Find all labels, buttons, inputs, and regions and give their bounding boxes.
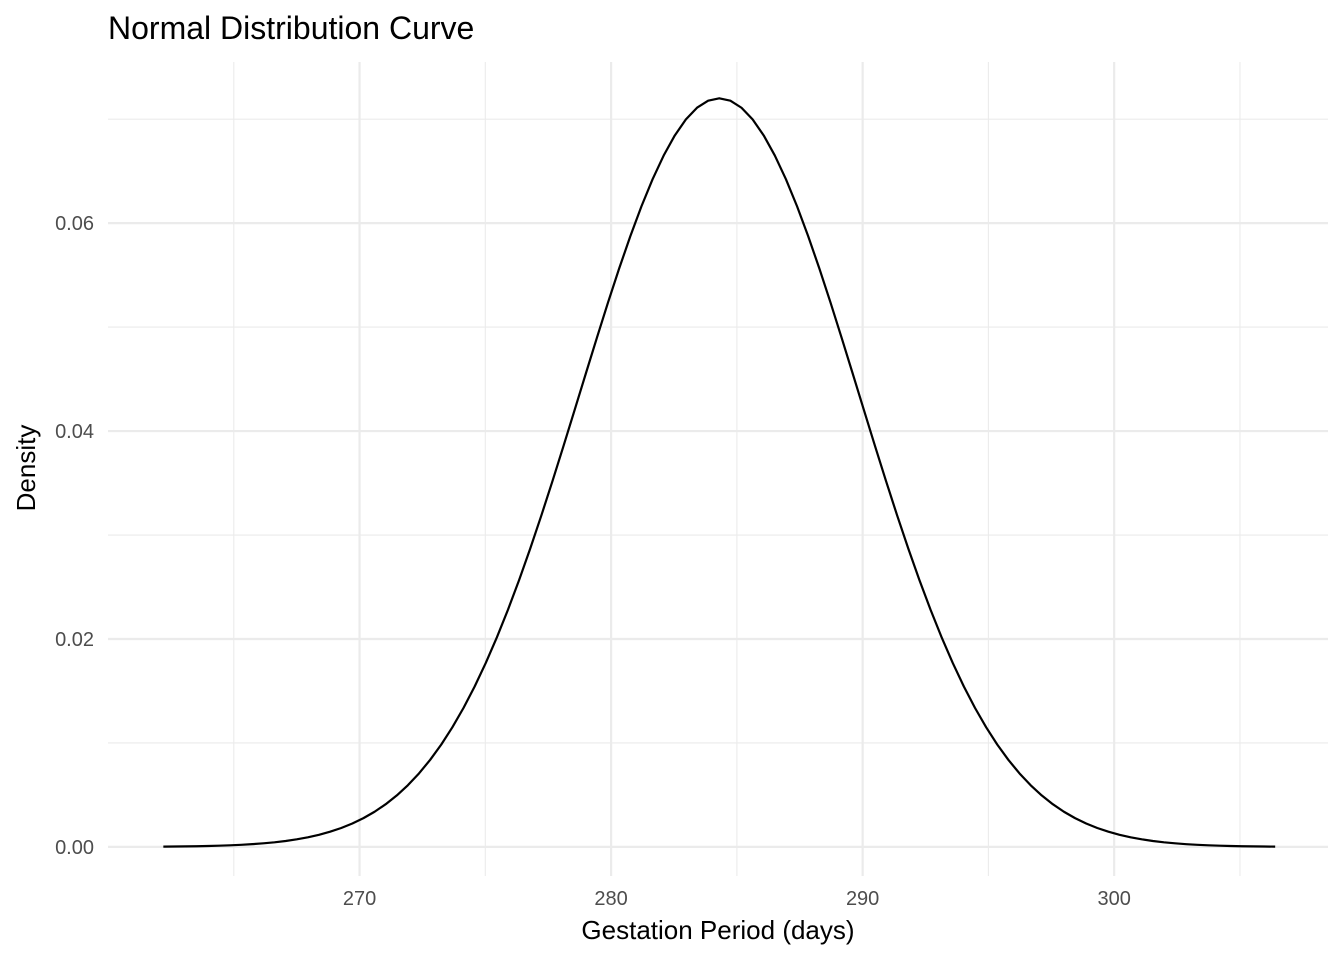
plot-grid <box>108 62 1328 876</box>
x-tick-label: 270 <box>343 888 376 910</box>
y-axis-ticks: 0.00 0.02 0.04 0.06 <box>55 213 94 859</box>
y-axis-title: Density <box>11 425 41 512</box>
x-tick-label: 300 <box>1097 888 1130 910</box>
y-tick-label: 0.00 <box>55 837 94 859</box>
y-tick-label: 0.06 <box>55 213 94 235</box>
x-axis-title: Gestation Period (days) <box>581 915 854 945</box>
x-tick-label: 280 <box>594 888 627 910</box>
chart-title: Normal Distribution Curve <box>108 10 474 46</box>
y-tick-label: 0.02 <box>55 629 94 651</box>
y-tick-label: 0.04 <box>55 421 94 443</box>
density-curve <box>163 97 1276 848</box>
x-axis-ticks: 270 280 290 300 <box>343 888 1131 910</box>
x-tick-label: 290 <box>846 888 879 910</box>
